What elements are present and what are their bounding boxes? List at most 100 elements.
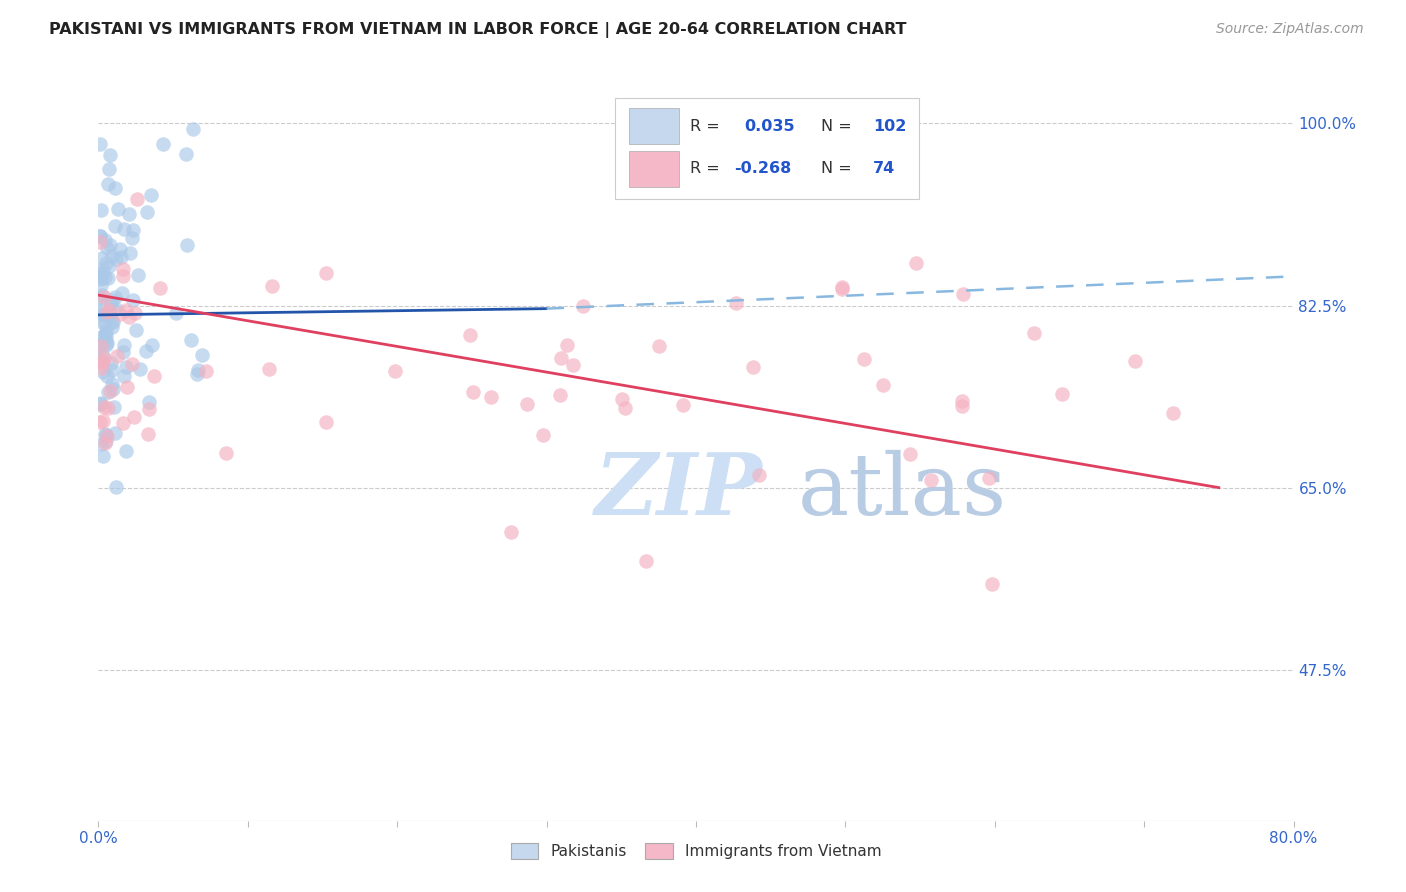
- Point: [90, 338, 112, 352]
- Point: [90, 360, 112, 375]
- Point: [501, 524, 523, 539]
- Point: [96, 305, 118, 319]
- Point: [89, 235, 111, 249]
- Point: [89, 337, 111, 351]
- Point: [91, 414, 114, 428]
- Point: [979, 471, 1001, 485]
- Point: [94, 326, 117, 341]
- Point: [98, 238, 121, 252]
- Point: [259, 362, 281, 376]
- Point: [91, 315, 114, 329]
- Point: [100, 296, 122, 310]
- Point: [110, 251, 132, 265]
- Point: [183, 122, 205, 136]
- Point: [89, 291, 111, 305]
- Point: [186, 367, 208, 381]
- Bar: [628, 151, 679, 186]
- Point: [94, 269, 117, 284]
- Point: [831, 280, 853, 294]
- Point: [129, 362, 152, 376]
- Point: [101, 319, 124, 334]
- Point: [93, 290, 115, 304]
- Text: 74: 74: [873, 161, 896, 177]
- Point: [671, 398, 693, 412]
- Point: [94, 329, 117, 343]
- Point: [831, 282, 853, 296]
- Point: [89, 229, 111, 244]
- Point: [384, 364, 406, 378]
- Point: [461, 385, 484, 400]
- Point: [97, 306, 120, 320]
- Text: 0.035: 0.035: [744, 119, 794, 134]
- Point: [94, 316, 117, 330]
- Point: [96, 325, 118, 339]
- Point: [1163, 406, 1185, 420]
- Point: [118, 207, 141, 221]
- Point: [100, 356, 122, 370]
- Point: [115, 359, 138, 374]
- Point: [98, 308, 121, 322]
- Point: [571, 299, 593, 313]
- Point: [94, 434, 117, 448]
- Point: [94, 255, 117, 269]
- Point: [114, 368, 136, 383]
- Point: [121, 357, 143, 371]
- Point: [107, 202, 129, 216]
- Point: [165, 306, 187, 320]
- Point: [93, 308, 115, 322]
- Point: [96, 335, 118, 350]
- Text: R =: R =: [690, 161, 725, 177]
- Point: [98, 259, 121, 273]
- Point: [97, 384, 120, 399]
- Point: [115, 443, 138, 458]
- Point: [91, 288, 114, 302]
- Point: [127, 268, 149, 282]
- Point: [187, 363, 209, 377]
- Point: [898, 447, 921, 461]
- Point: [141, 338, 163, 352]
- Point: [111, 344, 134, 359]
- Point: [105, 349, 128, 363]
- Point: [98, 384, 121, 398]
- Text: R =: R =: [690, 119, 725, 134]
- Point: [89, 270, 111, 285]
- Point: [94, 334, 117, 348]
- Point: [139, 187, 162, 202]
- Point: [952, 287, 974, 301]
- Point: [89, 307, 111, 321]
- Point: [101, 315, 124, 329]
- Point: [104, 480, 127, 494]
- Point: [190, 348, 212, 362]
- Point: [98, 148, 121, 162]
- Point: [112, 221, 135, 235]
- Point: [138, 402, 160, 417]
- Point: [90, 338, 112, 352]
- Point: [125, 323, 148, 337]
- Point: [97, 302, 120, 317]
- Point: [1123, 353, 1146, 368]
- Point: [91, 450, 114, 464]
- Point: [742, 359, 765, 374]
- Point: [136, 205, 159, 219]
- Point: [110, 307, 132, 321]
- Point: [89, 351, 111, 366]
- Point: [115, 380, 138, 394]
- Point: [981, 577, 1004, 591]
- Text: 102: 102: [873, 119, 907, 134]
- Point: [531, 428, 554, 442]
- Point: [105, 252, 128, 266]
- Text: -0.268: -0.268: [734, 161, 792, 177]
- Point: [104, 426, 127, 441]
- Point: [921, 473, 943, 487]
- Point: [89, 266, 111, 280]
- Point: [143, 368, 166, 383]
- Point: [101, 377, 124, 392]
- Point: [610, 392, 633, 406]
- Point: [550, 351, 572, 365]
- Point: [96, 428, 118, 442]
- Point: [90, 202, 112, 217]
- Point: [548, 387, 571, 401]
- Point: [634, 554, 657, 568]
- Point: [90, 272, 112, 286]
- Text: ZIP: ZIP: [595, 450, 762, 533]
